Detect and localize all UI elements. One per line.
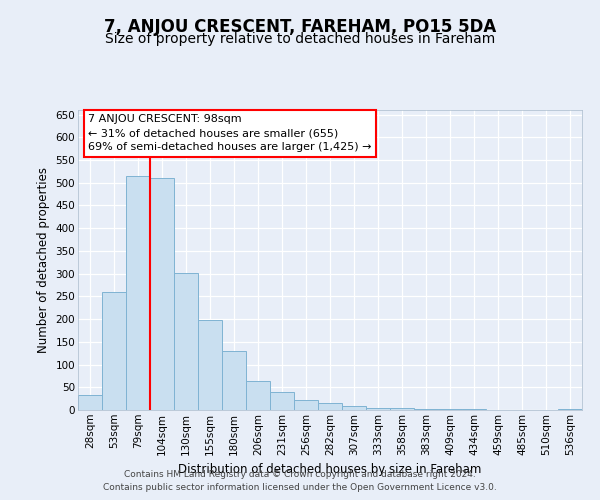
Bar [174,272,198,410]
Bar [246,382,270,410]
Bar [270,392,294,410]
Bar [558,408,582,410]
Y-axis label: Number of detached properties: Number of detached properties [37,167,50,353]
Bar [78,396,102,410]
Text: Size of property relative to detached houses in Fareham: Size of property relative to detached ho… [105,32,495,46]
Bar [126,176,150,410]
Bar [318,403,342,410]
Bar [222,351,246,410]
Text: Contains HM Land Registry data © Crown copyright and database right 2024.
Contai: Contains HM Land Registry data © Crown c… [103,470,497,492]
Bar [390,408,414,410]
Bar [102,292,126,410]
Bar [366,408,390,410]
Bar [198,320,222,410]
Text: 7 ANJOU CRESCENT: 98sqm
← 31% of detached houses are smaller (655)
69% of semi-d: 7 ANJOU CRESCENT: 98sqm ← 31% of detache… [88,114,371,152]
Bar [342,406,366,410]
Text: 7, ANJOU CRESCENT, FAREHAM, PO15 5DA: 7, ANJOU CRESCENT, FAREHAM, PO15 5DA [104,18,496,36]
Bar [414,408,438,410]
Bar [150,178,174,410]
X-axis label: Distribution of detached houses by size in Fareham: Distribution of detached houses by size … [178,463,482,476]
Bar [462,409,486,410]
Bar [438,409,462,410]
Bar [294,400,318,410]
